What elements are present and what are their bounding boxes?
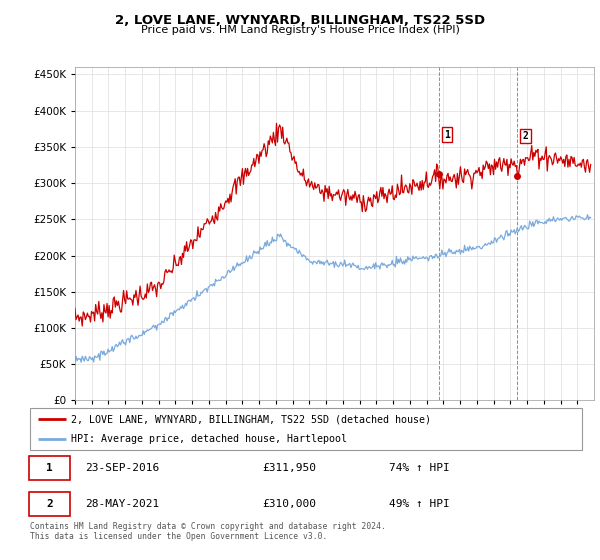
Text: 74% ↑ HPI: 74% ↑ HPI (389, 463, 449, 473)
Text: 28-MAY-2021: 28-MAY-2021 (85, 499, 160, 509)
Text: 2, LOVE LANE, WYNYARD, BILLINGHAM, TS22 5SD (detached house): 2, LOVE LANE, WYNYARD, BILLINGHAM, TS22 … (71, 414, 431, 424)
Text: 23-SEP-2016: 23-SEP-2016 (85, 463, 160, 473)
Text: 2: 2 (46, 499, 53, 509)
FancyBboxPatch shape (29, 492, 70, 516)
Text: 1: 1 (46, 463, 53, 473)
Text: 49% ↑ HPI: 49% ↑ HPI (389, 499, 449, 509)
FancyBboxPatch shape (29, 456, 70, 480)
Text: Contains HM Land Registry data © Crown copyright and database right 2024.
This d: Contains HM Land Registry data © Crown c… (30, 522, 386, 542)
Text: 2: 2 (523, 131, 529, 141)
Text: £311,950: £311,950 (262, 463, 316, 473)
Text: 2, LOVE LANE, WYNYARD, BILLINGHAM, TS22 5SD: 2, LOVE LANE, WYNYARD, BILLINGHAM, TS22 … (115, 14, 485, 27)
Text: HPI: Average price, detached house, Hartlepool: HPI: Average price, detached house, Hart… (71, 434, 347, 444)
FancyBboxPatch shape (30, 408, 582, 450)
Text: 1: 1 (444, 129, 450, 139)
Text: Price paid vs. HM Land Registry's House Price Index (HPI): Price paid vs. HM Land Registry's House … (140, 25, 460, 35)
Text: £310,000: £310,000 (262, 499, 316, 509)
